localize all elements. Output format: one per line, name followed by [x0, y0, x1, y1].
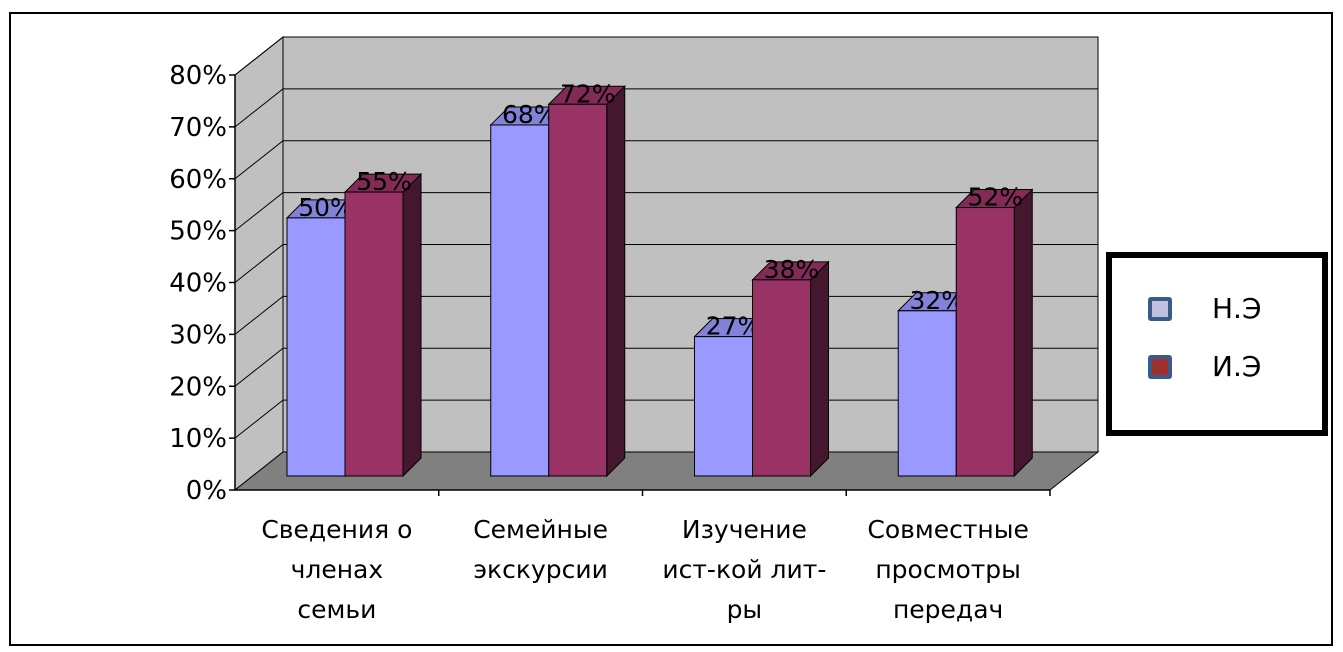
- y-tick-label: 50%: [169, 217, 227, 247]
- category-label-3: Изучение: [682, 515, 807, 544]
- bar-2-4: [955, 207, 1015, 477]
- y-tick-label: 20%: [169, 372, 227, 402]
- category-label-3: ры: [727, 595, 763, 624]
- category-label-4: просмотры: [875, 555, 1021, 584]
- gridline: [234, 36, 1098, 76]
- legend-swatch-series-1: [1148, 296, 1172, 321]
- gridline: [234, 88, 1098, 128]
- category-label-2: Семейные: [473, 515, 608, 544]
- category-label-3: ист-кой лит-: [662, 555, 826, 584]
- bar-side-2-1: [402, 172, 422, 478]
- chart-legend: Н.Э И.Э: [1106, 252, 1328, 436]
- gridline: [234, 244, 1098, 283]
- data-label-2-1: 55%: [356, 167, 412, 196]
- data-label-2-4: 52%: [967, 183, 1023, 212]
- y-tick-label: 0%: [186, 476, 227, 506]
- category-label-2: экскурсии: [473, 555, 608, 584]
- category-label-1: членах: [291, 555, 384, 584]
- legend-label-series-1: Н.Э: [1212, 292, 1262, 325]
- bar-2-2: [548, 103, 608, 477]
- bar-1-3: [694, 336, 753, 477]
- category-label-1: семьи: [297, 595, 376, 624]
- category-label-4: передач: [893, 595, 1003, 624]
- data-label-2-2: 72%: [560, 79, 616, 108]
- legend-item-series-1: Н.Э: [1148, 292, 1262, 325]
- bar-2-1: [344, 191, 404, 477]
- y-tick-label: 80%: [169, 61, 227, 91]
- y-tick-label: 10%: [169, 424, 227, 454]
- gridline: [234, 192, 1098, 232]
- legend-item-series-2: И.Э: [1148, 350, 1261, 383]
- data-label-2-3: 38%: [764, 255, 820, 284]
- bar-1-1: [286, 217, 346, 477]
- bar-1-2: [490, 124, 550, 477]
- bar-side-2-4: [1013, 188, 1033, 478]
- y-tick-label: 30%: [169, 320, 227, 350]
- bar-side-2-2: [606, 85, 626, 478]
- bar-side-2-3: [810, 260, 829, 478]
- legend-label-series-2: И.Э: [1212, 350, 1262, 383]
- y-tick-label: 60%: [169, 165, 227, 195]
- legend-swatch-series-2: [1148, 354, 1172, 379]
- category-label-4: Совместные: [867, 515, 1029, 544]
- y-tick-label: 40%: [169, 269, 227, 299]
- y-tick-label: 70%: [169, 113, 227, 143]
- bar-1-4: [897, 310, 957, 477]
- category-label-1: Сведения о: [261, 515, 412, 544]
- bar-2-3: [752, 279, 811, 477]
- gridline: [234, 140, 1098, 180]
